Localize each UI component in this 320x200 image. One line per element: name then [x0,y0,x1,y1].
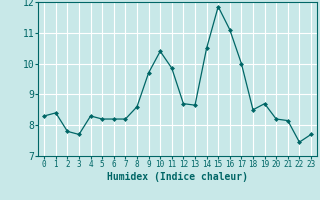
X-axis label: Humidex (Indice chaleur): Humidex (Indice chaleur) [107,172,248,182]
